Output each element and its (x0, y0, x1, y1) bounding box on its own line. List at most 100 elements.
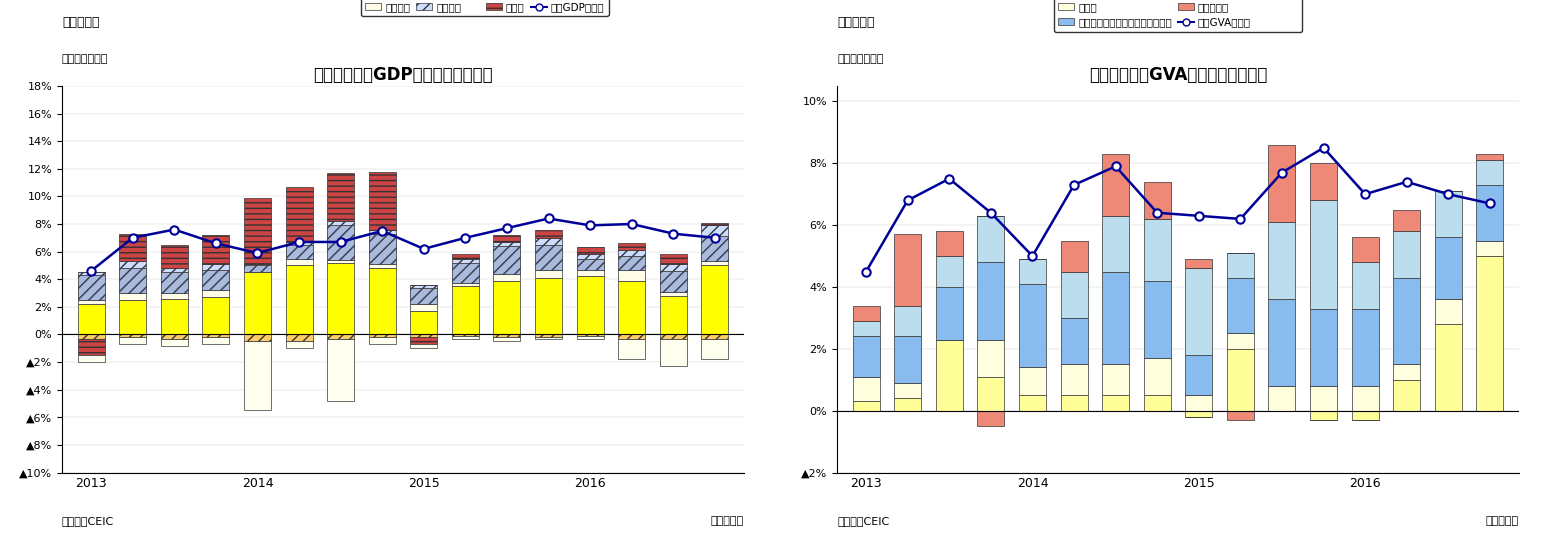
Bar (535, 337, 563, 339)
Bar (1186, 268, 1212, 355)
Bar (701, 236, 728, 262)
Bar (894, 398, 921, 411)
Bar (1352, 237, 1378, 262)
Bar (453, 258, 479, 263)
Text: （資料）CEIC: （資料）CEIC (837, 516, 890, 526)
Bar (1186, 259, 1212, 268)
Bar (1268, 299, 1296, 386)
Bar (1393, 380, 1420, 411)
Bar (894, 383, 921, 398)
Bar (1476, 154, 1504, 160)
Bar (493, 246, 521, 274)
Bar (119, 300, 146, 335)
Bar (453, 284, 479, 286)
Bar (1310, 200, 1338, 309)
Bar (1310, 309, 1338, 386)
Text: （図表２）: （図表２） (837, 16, 874, 29)
Bar (618, 335, 645, 339)
Bar (243, 272, 271, 335)
Bar (243, 265, 271, 272)
Bar (411, 311, 437, 335)
Bar (203, 335, 229, 337)
Bar (853, 321, 880, 337)
Bar (78, 335, 105, 339)
Bar (78, 355, 105, 362)
Bar (161, 293, 188, 299)
Bar (660, 264, 687, 271)
Bar (1102, 272, 1128, 364)
Bar (1352, 386, 1378, 411)
Bar (1228, 253, 1254, 278)
Bar (161, 268, 188, 272)
Bar (701, 339, 728, 359)
Bar (411, 304, 437, 311)
Bar (1476, 185, 1504, 241)
Bar (1228, 349, 1254, 411)
Bar (1144, 358, 1170, 395)
Bar (161, 339, 188, 345)
Bar (660, 271, 687, 292)
Bar (411, 344, 437, 349)
Text: （四半期）: （四半期） (711, 516, 744, 526)
Bar (577, 248, 603, 255)
Bar (1352, 411, 1378, 420)
Bar (369, 264, 395, 268)
Bar (78, 300, 105, 304)
Bar (535, 229, 563, 238)
Bar (285, 187, 313, 242)
Bar (1018, 259, 1046, 284)
Bar (618, 256, 645, 270)
Bar (577, 336, 603, 339)
Bar (701, 265, 728, 335)
Bar (1393, 209, 1420, 231)
Bar (1186, 411, 1212, 417)
Bar (1393, 231, 1420, 278)
Bar (577, 258, 603, 270)
Bar (119, 335, 146, 337)
Bar (119, 268, 146, 293)
Bar (453, 255, 479, 258)
Bar (327, 260, 353, 263)
Bar (203, 337, 229, 344)
Bar (1393, 278, 1420, 364)
Bar (1435, 324, 1462, 411)
Bar (119, 293, 146, 300)
Bar (1060, 272, 1088, 318)
Bar (978, 339, 1004, 376)
Bar (618, 250, 645, 256)
Bar (577, 335, 603, 336)
Bar (660, 255, 687, 264)
Bar (978, 262, 1004, 339)
Title: インドの実質GDP成長率（需要側）: インドの実質GDP成長率（需要側） (313, 67, 493, 84)
Bar (894, 337, 921, 383)
Bar (618, 339, 645, 359)
Bar (203, 291, 229, 297)
Bar (577, 277, 603, 335)
Bar (618, 256, 645, 270)
Bar (78, 339, 105, 355)
Bar (243, 342, 271, 410)
Bar (701, 226, 728, 236)
Bar (203, 235, 229, 264)
Bar (369, 171, 395, 229)
Bar (369, 234, 395, 264)
Bar (285, 265, 313, 335)
Text: （図表１）: （図表１） (62, 16, 99, 29)
Bar (1186, 355, 1212, 395)
Bar (285, 258, 313, 265)
Text: （前年同期比）: （前年同期比） (837, 54, 883, 64)
Bar (1018, 395, 1046, 411)
Bar (161, 272, 188, 293)
Bar (369, 335, 395, 337)
Bar (285, 342, 313, 349)
Bar (978, 376, 1004, 411)
Bar (1476, 241, 1504, 256)
Bar (493, 274, 521, 281)
Bar (577, 255, 603, 258)
Bar (493, 246, 521, 274)
Bar (369, 337, 395, 344)
Bar (411, 337, 437, 344)
Bar (411, 285, 437, 287)
Bar (493, 281, 521, 335)
Bar (453, 335, 479, 336)
